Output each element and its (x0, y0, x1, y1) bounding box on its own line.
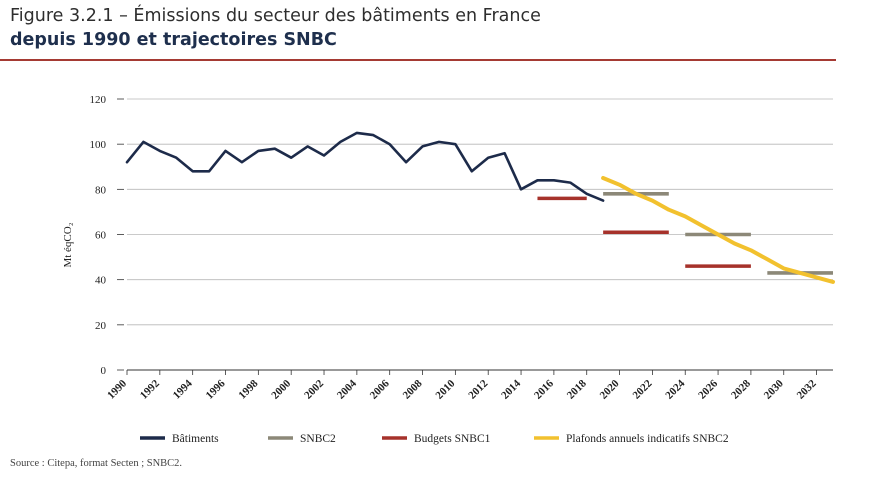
chart-title-line1: Figure 3.2.1 – Émissions du secteur des … (10, 6, 541, 26)
x-tick-label-2026: 2026 (696, 377, 720, 401)
plot-area (125, 131, 835, 284)
x-tick-label-2022: 2022 (630, 377, 654, 401)
legend-label-plafonds: Plafonds annuels indicatifs SNBC2 (566, 433, 729, 445)
x-tick-label-1998: 1998 (236, 377, 260, 401)
source-note: Source : Citepa, format Secten ; SNBC2. (10, 458, 183, 469)
y-tick-label-20: 20 (95, 320, 107, 332)
series-line-plafonds (601, 176, 835, 284)
y-axis: 0 20 40 60 80 100 120 (90, 94, 124, 377)
x-tick-label-1992: 1992 (138, 377, 162, 401)
emissions-chart: 0 20 40 60 80 100 120 1990 1992 1994 1996 1998 2000… (62, 94, 835, 445)
x-tick-label-2028: 2028 (729, 377, 753, 401)
x-tick-label-2010: 2010 (433, 377, 457, 401)
title-divider (0, 59, 836, 61)
x-tick-label-2008: 2008 (401, 377, 425, 401)
y-tick-label-80: 80 (95, 184, 107, 196)
x-tick-label-1994: 1994 (171, 377, 195, 401)
legend: Bâtiments SNBC2 Budgets SNBC1 Plafonds annu… (140, 433, 729, 445)
x-tick-label-2014: 2014 (499, 377, 523, 401)
x-tick-label-2030: 2030 (762, 377, 786, 401)
x-axis: 1990 1992 1994 1996 1998 2000 2002 2004 2006 2008… (105, 369, 833, 402)
y-tick-label-100: 100 (90, 139, 107, 151)
chart-title-line2: depuis 1990 et trajectoires SNBC (10, 30, 337, 50)
y-tick-label-60: 60 (95, 230, 107, 242)
legend-label-batiments: Bâtiments (172, 433, 219, 445)
x-tick-label-2032: 2032 (795, 377, 819, 401)
x-tick-label-2018: 2018 (565, 377, 589, 401)
y-axis-label: Mt éqCO₂ (62, 222, 74, 267)
x-tick-label-1996: 1996 (204, 377, 228, 401)
legend-label-snbc1: Budgets SNBC1 (414, 433, 491, 445)
series-line-batiments (125, 131, 605, 202)
x-tick-label-2002: 2002 (302, 377, 326, 401)
x-tick-label-2024: 2024 (663, 377, 687, 401)
x-tick-label-2006: 2006 (368, 377, 392, 401)
x-tick-label-2004: 2004 (335, 377, 359, 401)
gridlines (127, 98, 833, 326)
y-tick-label-0: 0 (101, 365, 107, 377)
x-tick-label-1990: 1990 (105, 377, 129, 401)
y-tick-label-120: 120 (90, 94, 107, 106)
x-tick-label-2000: 2000 (269, 377, 293, 401)
x-tick-label-2012: 2012 (466, 377, 490, 401)
x-tick-label-2020: 2020 (598, 377, 622, 401)
x-tick-label-2016: 2016 (532, 377, 556, 401)
legend-label-snbc2: SNBC2 (300, 433, 336, 445)
y-tick-label-40: 40 (95, 275, 107, 287)
